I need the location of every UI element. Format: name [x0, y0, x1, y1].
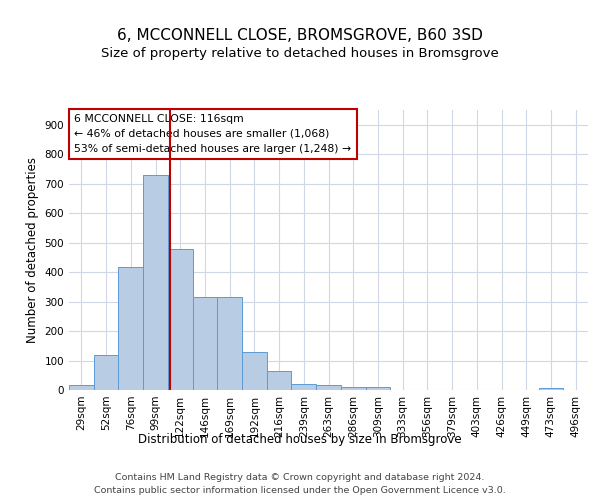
- Bar: [539, 388, 563, 390]
- Bar: [292, 384, 316, 390]
- Text: Contains public sector information licensed under the Open Government Licence v3: Contains public sector information licen…: [94, 486, 506, 495]
- Text: 6 MCCONNELL CLOSE: 116sqm
← 46% of detached houses are smaller (1,068)
53% of se: 6 MCCONNELL CLOSE: 116sqm ← 46% of detac…: [74, 114, 352, 154]
- Bar: [267, 371, 292, 390]
- Bar: [118, 267, 143, 390]
- Text: Size of property relative to detached houses in Bromsgrove: Size of property relative to detached ho…: [101, 48, 499, 60]
- Text: Distribution of detached houses by size in Bromsgrove: Distribution of detached houses by size …: [138, 432, 462, 446]
- Text: Contains HM Land Registry data © Crown copyright and database right 2024.: Contains HM Land Registry data © Crown c…: [115, 472, 485, 482]
- Bar: [168, 249, 193, 390]
- Bar: [316, 384, 341, 390]
- Bar: [193, 297, 217, 390]
- Bar: [217, 297, 242, 390]
- Bar: [365, 387, 390, 390]
- Y-axis label: Number of detached properties: Number of detached properties: [26, 157, 39, 343]
- Text: 6, MCCONNELL CLOSE, BROMSGROVE, B60 3SD: 6, MCCONNELL CLOSE, BROMSGROVE, B60 3SD: [117, 28, 483, 42]
- Bar: [94, 354, 118, 390]
- Bar: [341, 387, 365, 390]
- Bar: [242, 352, 267, 390]
- Bar: [143, 175, 168, 390]
- Bar: [69, 384, 94, 390]
